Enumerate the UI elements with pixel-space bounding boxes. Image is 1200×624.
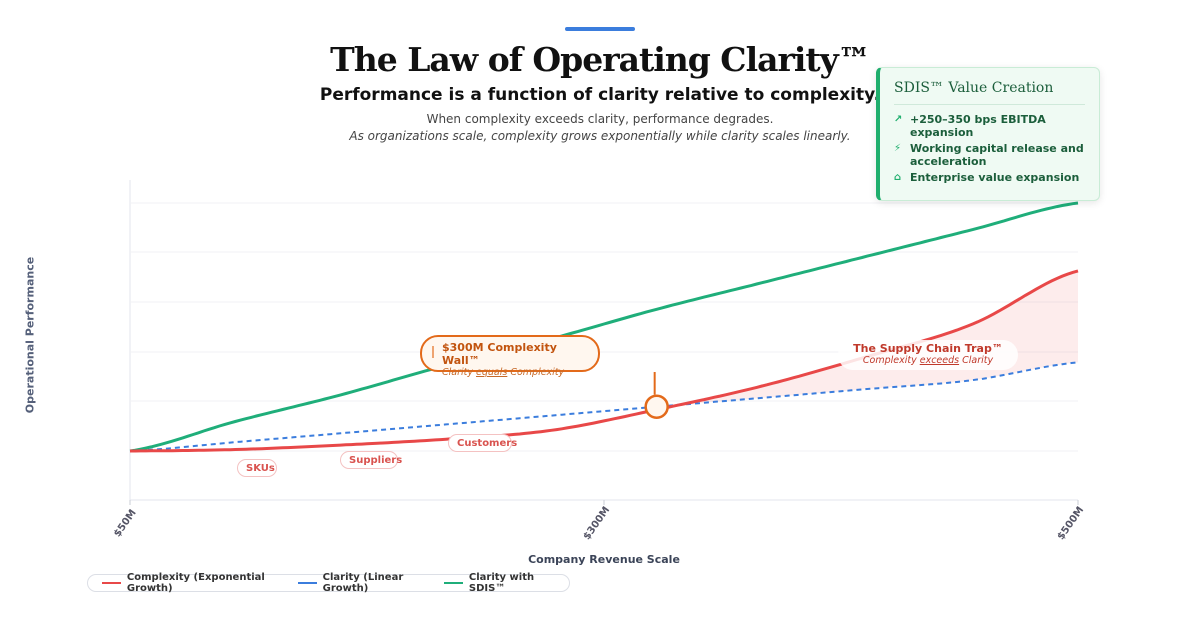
- chip-skus: SKUs: [237, 459, 277, 477]
- supply-chain-trap-title: The Supply Chain Trap™: [853, 342, 1003, 355]
- complexity-wall-title: $300M Complexity Wall™: [442, 341, 557, 367]
- supply-chain-trap-label: The Supply Chain Trap™ Complexity exceed…: [838, 340, 1018, 370]
- x-axis-label: Company Revenue Scale: [528, 553, 680, 566]
- complexity-wall-callout: $300M Complexity Wall™ Clarity equals Co…: [420, 335, 600, 378]
- card-item: ⌂ Enterprise value expansion: [894, 171, 1085, 184]
- complexity-wall-subtitle: Clarity equals Complexity: [442, 367, 565, 378]
- card-item: ↗ +250–350 bps EBITDA expansion: [894, 113, 1085, 139]
- legend-label: Clarity with SDIS™: [468, 572, 535, 594]
- sdis-card-title: SDIS™ Value Creation: [894, 80, 1085, 105]
- bank-icon: ⌂: [894, 172, 902, 183]
- series-line-clarity: [129, 361, 1079, 452]
- page-subtitle: Performance is a function of clarity rel…: [319, 85, 881, 105]
- card-item-text: Working capital release and acceleration: [910, 142, 1084, 168]
- card-item-text: Enterprise value expansion: [910, 171, 1080, 184]
- y-axis-label: Operational Performance: [23, 256, 37, 414]
- legend-item-sdis[interactable]: Clarity with SDIS™: [444, 572, 559, 594]
- description-line-2: As organizations scale, complexity grows…: [349, 129, 851, 143]
- chip-customers: Customers: [448, 434, 517, 452]
- legend-swatch: [444, 582, 463, 584]
- chart-legend: Complexity (Exponential Growth) Clarity …: [87, 572, 570, 594]
- chip-suppliers: Suppliers: [340, 451, 402, 469]
- supply-chain-trap-area: [656, 270, 1078, 410]
- legend-swatch: [102, 582, 121, 584]
- series-line-clarity-sdis: [129, 201, 1079, 453]
- legend-label: Complexity (Exponential Growth): [126, 572, 265, 594]
- page-title: The Law of Operating Clarity™: [330, 40, 871, 79]
- legend-item-clarity[interactable]: Clarity (Linear Growth): [297, 572, 434, 594]
- lightning-icon: ⚡: [894, 143, 902, 154]
- description-line-1: When complexity exceeds clarity, perform…: [426, 112, 774, 126]
- callout-accent: [432, 346, 434, 358]
- card-item: ⚡ Working capital release and accelerati…: [894, 142, 1085, 168]
- card-item-text: +250–350 bps EBITDA expansion: [910, 113, 1046, 139]
- sdis-value-card: SDIS™ Value Creation ↗ +250–350 bps EBIT…: [876, 67, 1100, 201]
- legend-swatch: [297, 582, 317, 584]
- trending-up-icon: ↗: [894, 114, 903, 125]
- top-accent-bar: [565, 27, 635, 31]
- legend-label: Clarity (Linear Growth): [322, 572, 404, 594]
- legend-item-complexity[interactable]: Complexity (Exponential Growth): [102, 572, 288, 594]
- supply-chain-trap-subtitle: Complexity exceeds Clarity: [862, 355, 994, 366]
- complexity-wall-marker: [644, 394, 669, 419]
